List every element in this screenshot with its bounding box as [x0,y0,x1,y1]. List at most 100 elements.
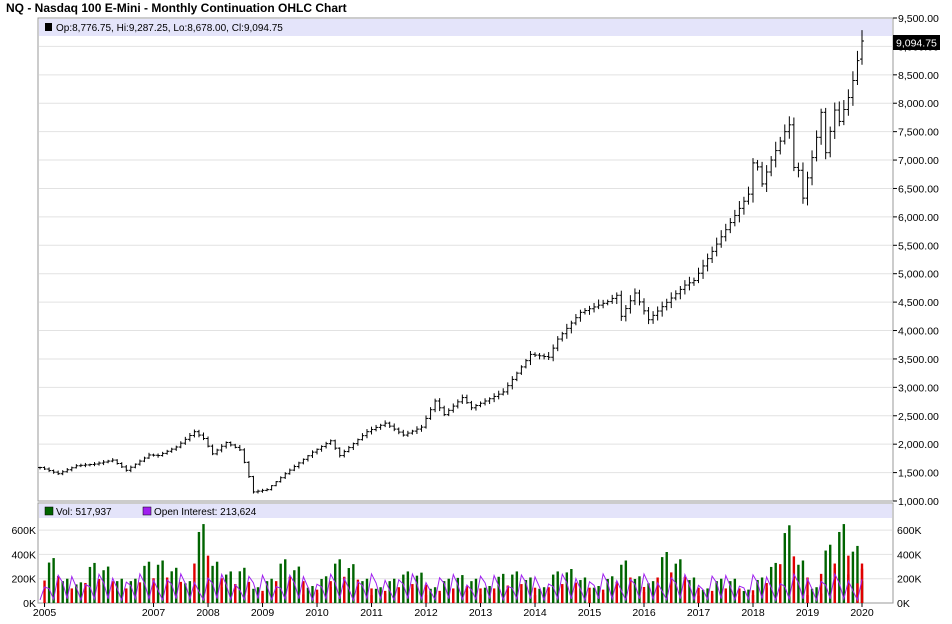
volume-bar [706,588,709,603]
ohlc-bar [669,292,674,309]
volume-bar [438,590,441,603]
ohlc-bar [673,290,678,301]
volume-bar [751,590,755,603]
price-tick-label: 9,500.00 [898,13,939,25]
volume-bar [116,581,119,603]
ohlc-bar [819,108,824,145]
ohlc-bar [850,71,855,106]
volume-bar [261,590,264,603]
volume-bar [651,581,655,603]
volume-bar [561,586,564,603]
price-tick-label: 6,000.00 [898,212,939,224]
time-tick-label: 2014 [523,607,547,619]
ohlc-bar [424,415,429,429]
volume-bar [206,582,210,603]
volume-bar [792,581,796,603]
volume-bar [247,595,251,603]
volume-bar [465,590,469,603]
volume-bar [125,590,128,603]
ohlc-bar [92,462,97,467]
ohlc-bar [664,298,669,311]
ohlc-bar [655,306,660,321]
time-tick-label: 2015 [578,607,602,619]
ohlc-bar [841,100,846,126]
volume-bar [365,578,369,603]
time-tick-label: 2007 [142,607,166,619]
volume-bar [583,577,587,603]
price-tick-label: 2,000.00 [898,439,939,451]
ohlc-bar [573,314,578,326]
oi-info: Open Interest: 213,624 [154,507,257,518]
ohlc-bar [814,130,819,162]
volume-bar [819,573,823,603]
ohlc-bar [642,298,647,315]
volume-bar [697,587,700,603]
volume-bar [288,584,291,603]
chart-title: NQ - Nasdaq 100 E-Mini - Monthly Continu… [6,1,347,15]
ohlc-bar [160,451,165,457]
price-tick-label: 7,500.00 [898,127,939,139]
volume-bar [75,584,78,603]
volume-bar [79,582,83,603]
ohlc-bar [319,445,324,452]
volume-bar [783,533,786,603]
volume-bar [297,566,301,603]
ohlc-bar [714,237,719,257]
volume-bar [424,595,428,603]
last-value-label: 9,094.75 [896,38,937,50]
volume-bar [847,574,850,603]
volume-bar [738,588,741,603]
ohlc-bar [255,489,260,494]
ohlc-bar [369,426,374,435]
ohlc-bar [265,488,270,492]
volume-bar [175,567,178,603]
ohlc-bar [660,301,665,317]
volume-bar [215,561,219,603]
ohlc-bar [464,394,469,404]
volume-bar [620,564,623,603]
ohlc-bar [219,444,224,453]
volume-bar [824,550,827,603]
ohlc-bar [678,285,683,300]
volume-tick-label-right: 200K [897,574,922,586]
volume-bar [856,583,859,603]
volume-grid [39,529,892,580]
volume-bar [642,592,646,603]
volume-bar [56,576,60,603]
volume-bar [293,570,296,603]
volume-bar [147,561,151,603]
volume-bar [106,566,110,603]
ohlc-bar [42,466,47,470]
volume-bar [738,596,741,603]
volume-bar [370,595,373,603]
ohlc-bar [514,371,519,382]
volume-bar [683,576,687,603]
ohlc-bar [492,393,497,403]
time-tick-label: 2005 [33,607,57,619]
volume-bar [715,581,718,603]
ohlc-bar [723,223,728,242]
volume-bar [801,560,805,603]
ohlc-bar [560,331,565,342]
volume-bar [197,531,201,603]
ohlc-bar [483,398,488,406]
ohlc-bar [701,259,706,279]
price-tick-label: 1,500.00 [898,468,939,480]
volume-bar [656,577,659,603]
time-tick-label: 2011 [360,607,383,619]
ohlc-bar [469,400,474,411]
ohlc-bar [523,358,528,369]
ohlc-bar [632,288,637,306]
ohlc-bar [528,351,533,366]
volume-bar [692,577,696,603]
ohlc-bar [696,267,701,284]
ohlc-bar [623,305,628,322]
volume-bar [66,578,69,603]
volume-bar [515,571,519,603]
volume-bar [420,572,423,603]
ohlc-bar [460,394,465,404]
time-tick-label: 2012 [414,607,438,619]
volume-bar [356,590,360,603]
ohlc-info: Op:8,776.75, Hi:9,287.25, Lo:8,678.00, C… [56,23,283,34]
